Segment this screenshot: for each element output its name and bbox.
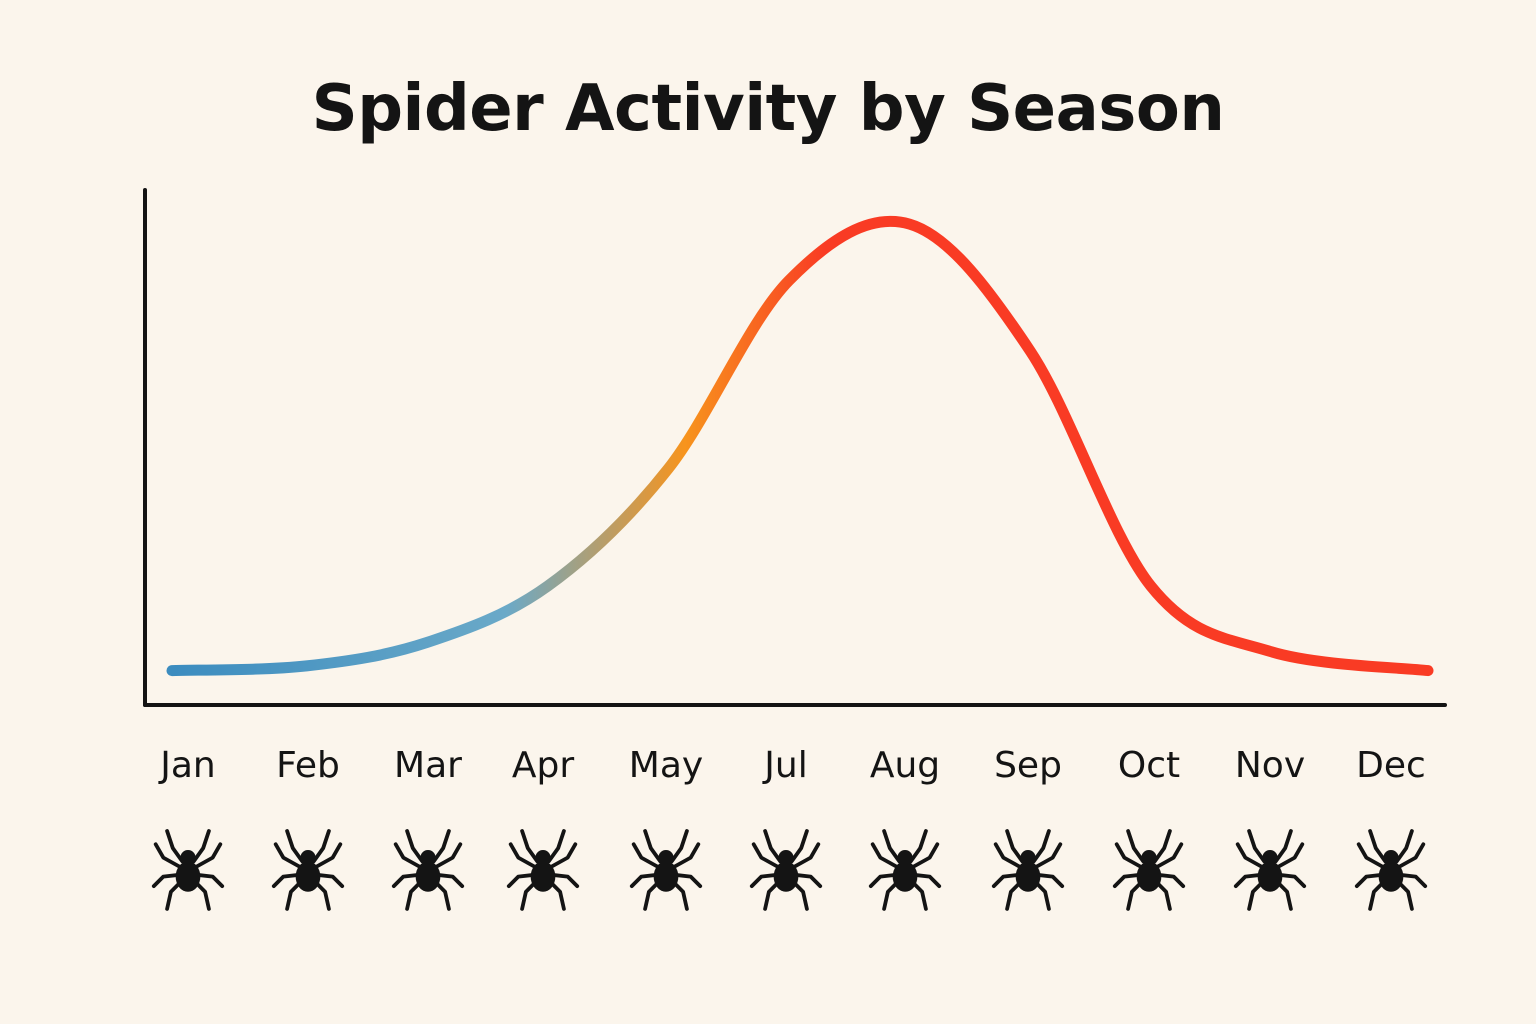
x-tick-label-feb: Feb: [276, 745, 340, 786]
data-point-dec: [1386, 665, 1398, 677]
data-point-may: [662, 463, 674, 475]
data-point-nov: [1265, 646, 1277, 658]
x-tick-label-jan: Jan: [158, 745, 216, 786]
x-tick-label-aug: Aug: [870, 745, 940, 786]
x-tick-label-nov: Nov: [1235, 745, 1305, 786]
spider-icon-oct: [1112, 829, 1186, 911]
data-point-feb: [301, 660, 313, 672]
data-point-sep: [1024, 345, 1036, 357]
spider-icon-nov: [1233, 829, 1307, 911]
data-point-aug: [904, 218, 916, 230]
spider-icon-mar: [391, 829, 465, 911]
data-point-oct: [1145, 580, 1157, 592]
spider-icon-apr: [506, 829, 580, 911]
data-point-mar: [421, 636, 433, 648]
spider-icon-dec: [1354, 829, 1428, 911]
x-tick-label-mar: Mar: [394, 745, 462, 786]
chart-title: Spider Activity by Season: [311, 72, 1225, 146]
data-point-jul: [783, 275, 795, 287]
x-tick-label-may: May: [629, 745, 703, 786]
x-tick-labels: Jan Feb Mar Apr May Jul Aug Sep Oct Nov Dec: [158, 745, 1426, 786]
x-tick-label-dec: Dec: [1356, 745, 1426, 786]
spider-icon-aug: [868, 829, 942, 911]
spider-icon-feb: [271, 829, 345, 911]
spider-icon-jul: [749, 829, 823, 911]
spider-icon-sep: [991, 829, 1065, 911]
spider-icon-may: [629, 829, 703, 911]
x-tick-label-apr: Apr: [512, 745, 574, 786]
activity-line: [166, 215, 1434, 677]
data-point-apr: [542, 580, 554, 592]
x-tick-label-jul: Jul: [762, 745, 807, 786]
x-tick-label-sep: Sep: [994, 745, 1062, 786]
x-tick-label-oct: Oct: [1118, 745, 1180, 786]
series-layer: [166, 215, 1434, 677]
chart-axes: [143, 188, 1447, 707]
spider-icons: [151, 829, 1428, 911]
spider-icon-jan: [151, 829, 225, 911]
data-point-jan: [180, 665, 192, 677]
